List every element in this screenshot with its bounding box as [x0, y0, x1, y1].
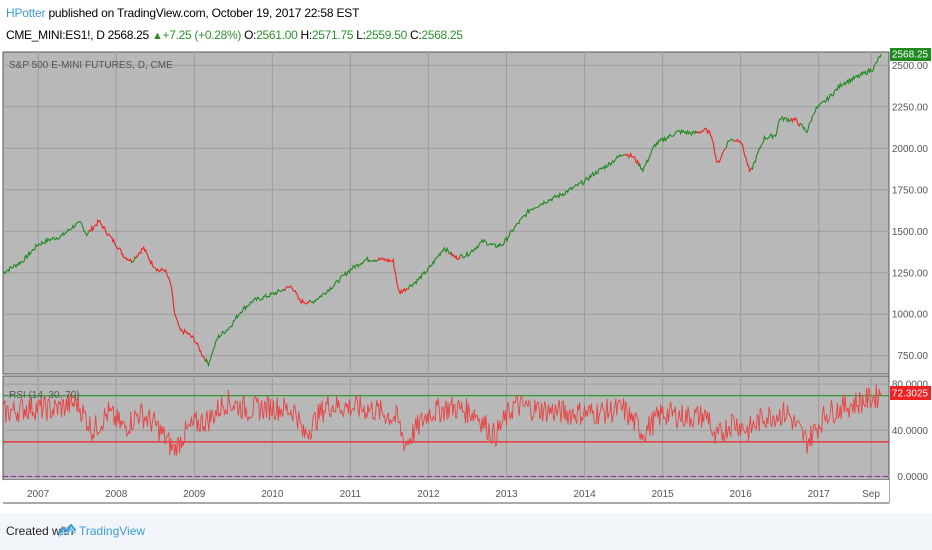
- time-tick-label: 2017: [808, 489, 831, 500]
- price-series-segment: [733, 138, 753, 173]
- tradingview-link[interactable]: TradingView: [79, 524, 146, 538]
- high-value: 2571.75: [311, 28, 354, 42]
- low-value: 2559.50: [365, 28, 408, 42]
- time-tick-label: 2007: [27, 489, 50, 500]
- time-tick-label: 2008: [105, 489, 128, 500]
- price-tick-label: 1750.00: [892, 185, 929, 196]
- price-series-segment: [799, 53, 882, 133]
- price-change: +7.25 (+0.28%): [162, 28, 242, 42]
- price-tick-label: 2500.00: [892, 61, 929, 72]
- high-label: H:: [300, 28, 313, 42]
- price-axis[interactable]: [889, 52, 932, 480]
- low-label: L:: [356, 28, 366, 42]
- price-tick-label: 2250.00: [892, 102, 929, 113]
- last-price: 2568.25: [107, 28, 150, 42]
- author-link[interactable]: HPotter: [6, 6, 46, 20]
- chart-area[interactable]: 750.00 1000.00 1250.00 1500.00 1750.00 2000.0…: [0, 48, 932, 510]
- rsi-pane-title: RSI (14, 30, 70): [9, 390, 80, 401]
- price-pane-title: S&P 500 E-MINI FUTURES, D, CME: [9, 60, 173, 71]
- time-tick-label: Sep: [862, 489, 880, 500]
- price-tick-label: 1000.00: [892, 310, 929, 321]
- price-tick-label: 750.00: [897, 351, 928, 362]
- price-series-segment: [751, 115, 791, 171]
- time-axis[interactable]: [3, 480, 889, 503]
- price-series-segment: [205, 288, 285, 368]
- price-series-segment: [131, 255, 137, 264]
- time-tick-label: 2010: [261, 489, 284, 500]
- open-label: O:: [244, 28, 257, 42]
- time-tick-label: 2016: [730, 489, 753, 500]
- price-series-segment: [2, 221, 91, 275]
- rsi-tick-label: 40.0000: [892, 426, 929, 437]
- footer: Created with TradingView: [0, 513, 932, 550]
- symbol-name: CME_MINI:ES1!, D: [6, 28, 105, 42]
- time-tick-label: 2015: [651, 489, 674, 500]
- up-arrow-icon: ▲: [151, 30, 163, 42]
- price-series-segment: [135, 245, 207, 363]
- rsi-last-value: 72.3025: [892, 388, 929, 399]
- price-series-segment: [89, 218, 133, 263]
- rsi-series-line: [2, 383, 882, 456]
- open-value: 2561.00: [256, 28, 298, 42]
- price-series-segment: [624, 151, 640, 167]
- price-series-segment: [638, 129, 698, 173]
- time-tick-label: 2011: [340, 489, 362, 500]
- price-series-segment: [789, 116, 801, 127]
- time-tick-label: 2013: [495, 489, 518, 500]
- rsi-tick-label: 80.0000: [892, 380, 929, 391]
- price-tick-label: 2000.00: [892, 144, 929, 155]
- rsi-last-badge: 72.3025: [890, 385, 931, 400]
- price-series-segment: [376, 256, 409, 295]
- price-series-segment: [459, 153, 625, 259]
- publish-info: HPotter published on TradingView.com, Oc…: [6, 6, 359, 22]
- price-series-segment: [450, 251, 461, 261]
- price-series-segment: [407, 246, 452, 290]
- time-tick-label: 2009: [183, 489, 206, 500]
- created-with-text: Created with: [6, 524, 74, 538]
- price-series-segment: [725, 138, 734, 149]
- tradingview-logo-icon[interactable]: [58, 522, 76, 538]
- price-last-badge: 2568.25: [890, 48, 931, 61]
- symbol-info-bar: CME_MINI:ES1!, D 2568.25 ▲+7.25 (+0.28%)…: [6, 28, 463, 44]
- close-label: C:: [410, 28, 422, 42]
- price-tick-label: 1500.00: [892, 227, 929, 238]
- close-value: 2568.25: [421, 28, 463, 42]
- price-series-segment: [696, 127, 726, 163]
- time-tick-label: 2014: [573, 489, 596, 500]
- price-pane[interactable]: [2, 51, 890, 375]
- price-series-segment: [309, 255, 378, 305]
- price-series-segment: [283, 285, 310, 305]
- price-last-value: 2568.25: [892, 49, 929, 60]
- rsi-tick-label: 0.0000: [897, 472, 928, 483]
- price-tick-label: 1250.00: [892, 268, 929, 279]
- published-text: published on TradingView.com, October 19…: [48, 6, 360, 20]
- time-tick-label: 2012: [417, 489, 440, 500]
